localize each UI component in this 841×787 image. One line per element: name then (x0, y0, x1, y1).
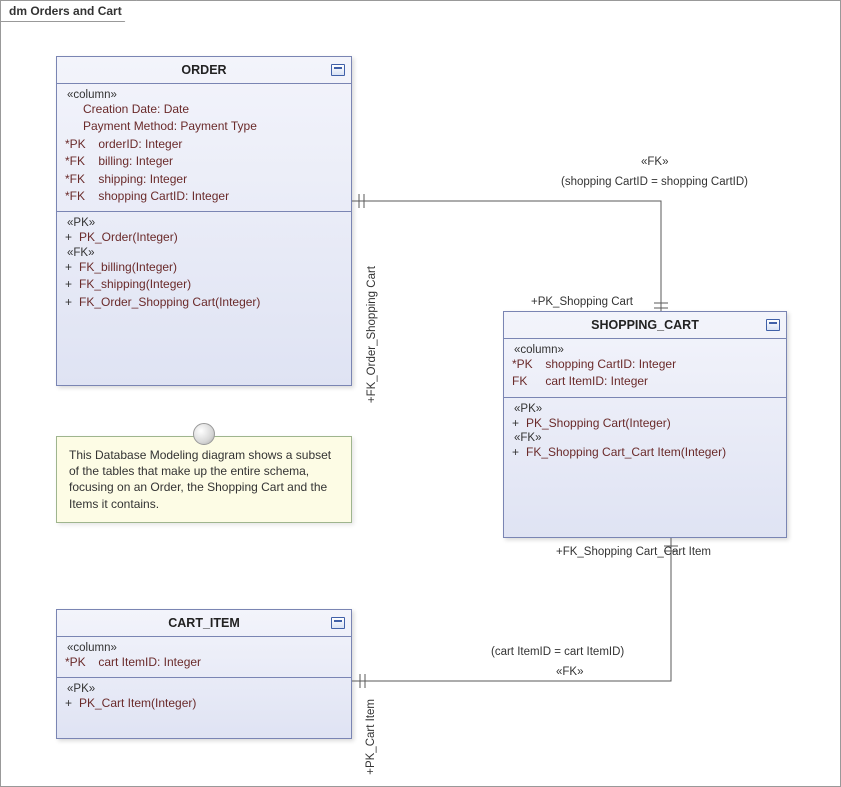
pk-stereotype: «PK» (65, 683, 343, 695)
connector-constraint: (shopping CartID = shopping CartID) (561, 176, 748, 188)
columns-stereotype: «column» (65, 642, 343, 654)
connector-role-label: +PK_Cart Item (365, 699, 377, 775)
entity-cart-item-title: CART_ITEM (168, 616, 240, 630)
operation-line: +FK_shipping(Integer) (65, 276, 343, 293)
table-icon (331, 617, 345, 629)
column-line: *FK billing: Integer (65, 153, 343, 170)
frame-title: dm Orders and Cart (0, 0, 137, 22)
note-pin-icon (193, 423, 215, 445)
fk-stereotype: «FK» (65, 247, 343, 259)
column-line: *PK orderID: Integer (65, 136, 343, 153)
entity-shopping-cart-columns: «column» *PK shopping CartID: IntegerFK … (504, 339, 786, 398)
diagram-canvas: dm Orders and Cart ORDER «column» Creati… (0, 0, 841, 787)
operation-line: +PK_Shopping Cart(Integer) (512, 415, 778, 432)
operation-line: +PK_Cart Item(Integer) (65, 695, 343, 712)
entity-shopping-cart-ops: «PK» +PK_Shopping Cart(Integer) «FK» +FK… (504, 398, 786, 468)
pk-stereotype: «PK» (512, 403, 778, 415)
connector-role-label: +FK_Order_Shopping Cart (366, 266, 378, 403)
connector-stereotype: «FK» (556, 666, 584, 678)
operation-line: +FK_Order_Shopping Cart(Integer) (65, 294, 343, 311)
connector-constraint: (cart ItemID = cart ItemID) (491, 646, 624, 658)
connector-stereotype: «FK» (641, 156, 669, 168)
entity-order[interactable]: ORDER «column» Creation Date: DatePaymen… (56, 56, 352, 386)
column-line: Payment Method: Payment Type (65, 118, 343, 135)
entity-cart-item-ops: «PK» +PK_Cart Item(Integer) (57, 678, 351, 718)
note-text: This Database Modeling diagram shows a s… (69, 448, 331, 511)
connector-role-label: +PK_Shopping Cart (531, 296, 633, 308)
entity-cart-item-header: CART_ITEM (57, 610, 351, 637)
entity-order-title: ORDER (181, 63, 226, 77)
column-line: *PK shopping CartID: Integer (512, 356, 778, 373)
fk-stereotype: «FK» (512, 432, 778, 444)
column-line: *PK cart ItemID: Integer (65, 654, 343, 671)
column-line: FK cart ItemID: Integer (512, 373, 778, 390)
entity-cart-item[interactable]: CART_ITEM «column» *PK cart ItemID: Inte… (56, 609, 352, 739)
entity-order-header: ORDER (57, 57, 351, 84)
diagram-note: This Database Modeling diagram shows a s… (56, 436, 352, 523)
entity-shopping-cart[interactable]: SHOPPING_CART «column» *PK shopping Cart… (503, 311, 787, 538)
pk-stereotype: «PK» (65, 217, 343, 229)
columns-stereotype: «column» (65, 89, 343, 101)
entity-order-columns: «column» Creation Date: DatePayment Meth… (57, 84, 351, 212)
operation-line: +FK_billing(Integer) (65, 259, 343, 276)
columns-stereotype: «column» (512, 344, 778, 356)
table-icon (331, 64, 345, 76)
entity-order-ops: «PK» +PK_Order(Integer) «FK» +FK_billing… (57, 212, 351, 317)
entity-shopping-cart-header: SHOPPING_CART (504, 312, 786, 339)
connector-role-label: +FK_Shopping Cart_Cart Item (556, 546, 711, 558)
column-line: Creation Date: Date (65, 101, 343, 118)
entity-cart-item-columns: «column» *PK cart ItemID: Integer (57, 637, 351, 678)
column-line: *FK shopping CartID: Integer (65, 188, 343, 205)
table-icon (766, 319, 780, 331)
operation-line: +PK_Order(Integer) (65, 229, 343, 246)
operation-line: +FK_Shopping Cart_Cart Item(Integer) (512, 444, 778, 461)
column-line: *FK shipping: Integer (65, 171, 343, 188)
entity-shopping-cart-title: SHOPPING_CART (591, 318, 699, 332)
